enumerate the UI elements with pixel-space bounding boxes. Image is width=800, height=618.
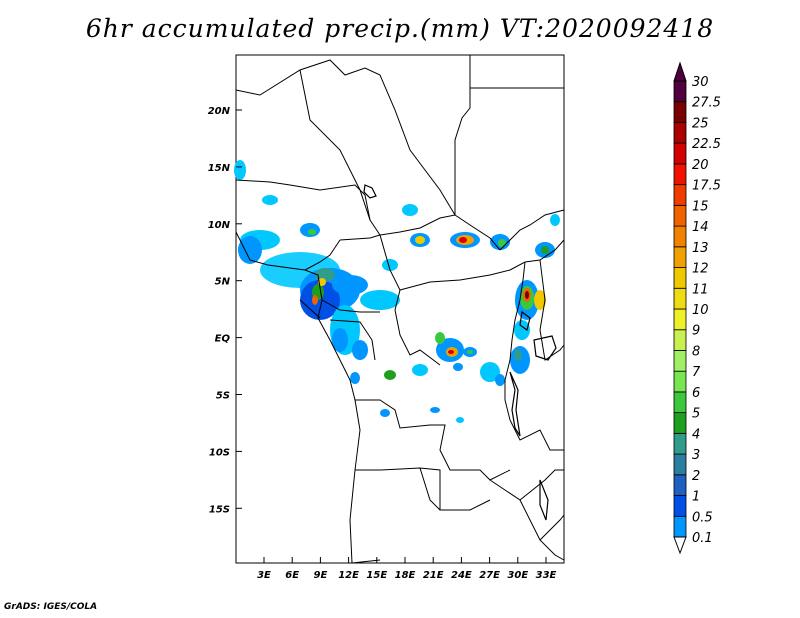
colorbar-swatch	[673, 101, 687, 123]
lon-tick-label: 9E	[314, 570, 328, 581]
colorbar-label: 5	[692, 407, 700, 422]
colorbar-swatch	[673, 225, 687, 248]
lat-tick-label: 10S	[209, 447, 230, 458]
colorbar-label: 2	[692, 469, 700, 484]
colorbar-label: 30	[692, 75, 709, 90]
precipitation-field	[234, 160, 560, 423]
lat-tick-label: 20N	[208, 106, 231, 117]
color-legend: 0.10.512345678910111213141517.52022.5252…	[673, 61, 721, 555]
colorbar-swatch	[673, 432, 687, 455]
colorbar-swatch	[673, 308, 687, 331]
lat-tick-label: 15S	[209, 504, 230, 515]
colorbar-swatch	[673, 391, 687, 414]
colorbar-label: 13	[692, 241, 709, 256]
lon-tick-label: 3E	[257, 570, 271, 581]
lon-tick-label: 21E	[423, 570, 444, 581]
latitude-axis: 20N 15N 10N 5N EQ 5S 10S 15S	[208, 106, 242, 515]
colorbar-swatch	[673, 287, 687, 310]
colorbar-swatch	[673, 163, 687, 186]
colorbar-label: 11	[692, 282, 709, 297]
lon-tick-label: 33E	[536, 570, 557, 581]
map-panel	[235, 54, 565, 564]
colorbar-label: 22.5	[692, 137, 721, 152]
colorbar-swatch	[673, 515, 687, 538]
colorbar-label: 17.5	[692, 179, 721, 194]
colorbar-label: 4	[692, 427, 700, 442]
chart-title: 6hr accumulated precip.(mm) VT:202009241…	[85, 14, 715, 43]
colorbar-swatch	[673, 474, 687, 496]
lakes	[363, 184, 557, 521]
colorbar-swatch	[673, 453, 687, 476]
colorbar-max-triangle	[673, 61, 687, 82]
colorbar-swatch	[673, 246, 687, 268]
colorbar-label: 14	[692, 220, 709, 235]
colorbar-label: 7	[692, 365, 701, 380]
lon-tick-label: 24E	[451, 570, 472, 581]
lat-tick-label: 5N	[215, 277, 231, 288]
colorbar-label: 3	[692, 448, 700, 463]
lon-tick-label: 30E	[507, 570, 528, 581]
colorbar-label: 27.5	[692, 96, 721, 111]
colorbar-min-triangle	[673, 536, 687, 555]
lon-tick-label: 15E	[366, 570, 387, 581]
colorbar-swatch	[673, 184, 687, 206]
lat-tick-label: 15N	[208, 163, 231, 174]
colorbar-label: 1	[692, 490, 700, 505]
footer-credit: GrADS: IGES/COLA	[4, 602, 98, 612]
colorbar-swatch	[673, 204, 687, 227]
colorbar-label: 20	[692, 158, 709, 173]
colorbar-swatch	[673, 267, 687, 289]
colorbar-swatch	[673, 122, 687, 144]
lon-tick-label: 27E	[479, 570, 500, 581]
colorbar-label: 0.5	[692, 510, 713, 525]
colorbar-swatch	[673, 80, 687, 103]
colorbar-label: 25	[692, 116, 709, 131]
colorbar-swatch	[673, 495, 687, 517]
colorbar-label: 15	[692, 199, 709, 214]
colorbar-label: 12	[692, 262, 709, 277]
longitude-axis: 3E 6E 9E 12E 15E 18E 21E 24E 27E 30E 33E	[257, 557, 557, 581]
lat-tick-label: 10N	[208, 220, 231, 231]
country-borders	[235, 55, 565, 564]
colorbar-swatch	[673, 350, 687, 372]
lon-tick-label: 18E	[395, 570, 416, 581]
colorbar-swatch	[673, 142, 687, 165]
lat-tick-label: 5S	[216, 391, 230, 402]
colorbar-label: 9	[692, 324, 700, 339]
colorbar-label: 8	[692, 344, 700, 359]
colorbar-label: 6	[692, 386, 700, 401]
lon-tick-label: 6E	[285, 570, 299, 581]
colorbar-label: 10	[692, 303, 709, 318]
colorbar-swatch	[673, 412, 687, 434]
colorbar-swatch	[673, 329, 687, 351]
lon-tick-label: 12E	[338, 570, 359, 581]
lat-tick-label: EQ	[215, 334, 231, 345]
colorbar-swatch	[673, 370, 687, 393]
colorbar-label: 0.1	[692, 531, 713, 546]
